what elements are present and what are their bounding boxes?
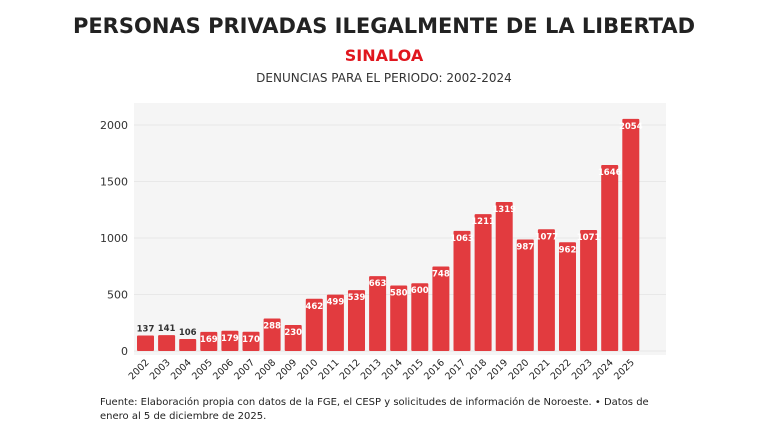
data-label: 1071	[577, 233, 601, 243]
data-label: 462	[305, 302, 323, 312]
data-label: 748	[432, 269, 450, 279]
x-tick-label: 2002	[127, 357, 152, 382]
bar	[369, 276, 387, 351]
bar	[537, 229, 555, 351]
bar	[242, 331, 260, 351]
bar	[559, 242, 576, 351]
y-tick-label: 0	[121, 345, 128, 358]
x-tick-label: 2016	[422, 357, 447, 382]
y-tick-label: 500	[107, 289, 128, 302]
source-note: Fuente: Elaboración propia con datos de …	[100, 397, 649, 422]
chart-caption: DENUNCIAS PARA EL PERIODO: 2002-2024	[256, 71, 512, 85]
bar	[390, 285, 408, 351]
bar	[495, 201, 513, 351]
data-label: 539	[348, 293, 366, 303]
bar	[474, 214, 492, 351]
y-tick-label: 2000	[100, 119, 128, 132]
x-tick-label: 2023	[570, 357, 595, 382]
data-label: 987	[516, 242, 534, 252]
x-tick-label: 2005	[190, 357, 215, 382]
data-label: 137	[137, 325, 155, 335]
x-tick-label: 2014	[380, 357, 405, 382]
x-tick-label: 2020	[507, 357, 532, 382]
data-label: 170	[242, 335, 260, 345]
bar	[200, 331, 218, 351]
data-label: 169	[200, 335, 218, 345]
x-tick-label: 2007	[232, 357, 257, 382]
data-label: 580	[390, 288, 408, 298]
x-tick-label: 2004	[169, 357, 194, 382]
data-label: 962	[559, 245, 577, 255]
data-label: 230	[284, 328, 302, 338]
x-tick-label: 2008	[253, 357, 278, 382]
x-tick-label: 2009	[274, 357, 299, 382]
x-tick-label: 2006	[211, 357, 236, 382]
x-tick-label: 2022	[549, 357, 574, 382]
x-tick-label: 2010	[296, 357, 321, 382]
data-label: 1646	[598, 168, 622, 178]
x-tick-label: 2011	[317, 357, 342, 382]
data-label: 1211	[471, 217, 495, 227]
x-tick-label: 2015	[401, 357, 426, 382]
bar	[158, 335, 176, 351]
bar	[284, 325, 302, 351]
data-label: 1077	[535, 232, 559, 242]
chart-title: PERSONAS PRIVADAS ILEGALMENTE DE LA LIBE…	[72, 14, 696, 38]
bar	[411, 283, 429, 351]
y-tick-label: 1000	[100, 232, 128, 245]
bar	[263, 318, 281, 351]
x-tick-label: 2003	[148, 357, 173, 382]
data-label: 288	[263, 321, 281, 331]
x-tick-label: 2025	[612, 357, 637, 382]
bar	[453, 230, 471, 351]
data-label: 663	[369, 279, 387, 289]
data-label: 1063	[450, 234, 474, 244]
bar	[137, 335, 154, 351]
bar	[179, 339, 197, 351]
data-label: 499	[327, 298, 345, 308]
y-tick-label: 1500	[100, 176, 128, 189]
x-tick-label: 2019	[485, 357, 510, 382]
x-tick-label: 2018	[464, 357, 489, 382]
bar	[305, 298, 323, 351]
x-tick-label: 2024	[591, 357, 616, 382]
data-label: 106	[179, 328, 197, 338]
bar	[516, 239, 534, 351]
data-label: 2054	[619, 122, 643, 132]
bar	[580, 229, 598, 351]
data-label: 600	[411, 286, 429, 296]
bar	[601, 165, 619, 351]
x-tick-label: 2012	[338, 357, 363, 382]
data-label: 1319	[492, 205, 516, 215]
data-label: 179	[221, 334, 239, 344]
bar	[221, 330, 239, 351]
x-tick-label: 2013	[359, 357, 384, 382]
x-tick-label: 2017	[443, 357, 468, 382]
data-label: 141	[158, 324, 176, 334]
bar	[622, 118, 640, 351]
bar	[326, 294, 344, 351]
x-tick-label: 2021	[528, 357, 553, 382]
bar	[348, 290, 365, 351]
chart-subtitle: SINALOA	[344, 46, 424, 65]
bar	[432, 266, 450, 351]
